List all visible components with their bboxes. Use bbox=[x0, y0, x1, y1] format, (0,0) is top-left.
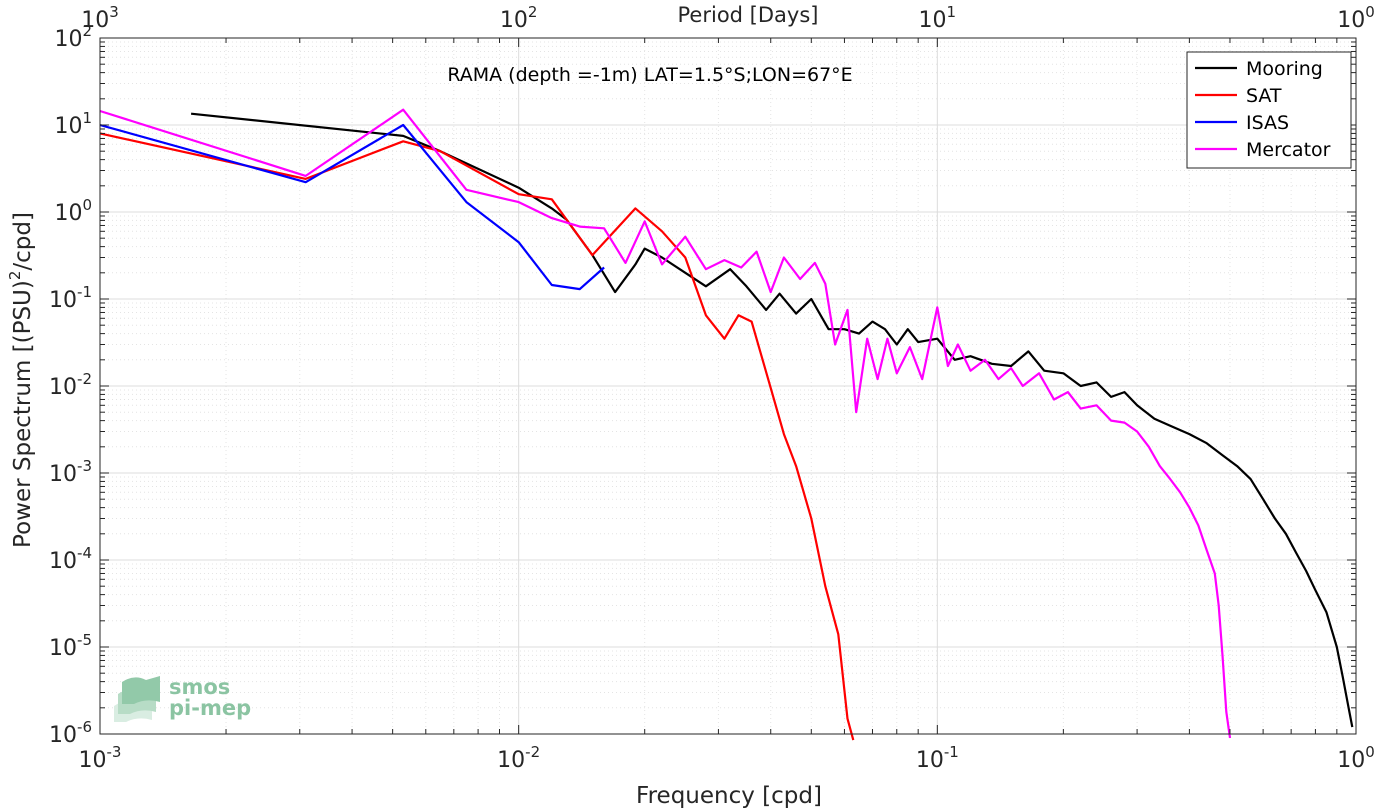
y-axis-title-base: Power Spectrum [(PSU) bbox=[10, 280, 36, 548]
x-tick-label: 10-3 bbox=[79, 743, 122, 773]
x-tick-label: 10-1 bbox=[916, 743, 959, 773]
top-axis-title: Period [Days] bbox=[678, 3, 819, 27]
y-tick-label: 10-1 bbox=[49, 283, 92, 313]
y-tick-label: 10-4 bbox=[49, 544, 92, 574]
y-tick-label: 100 bbox=[54, 196, 92, 226]
tick-marks bbox=[99, 37, 1357, 735]
y-tick-label: 10-3 bbox=[49, 457, 92, 487]
top-tick-label: 101 bbox=[919, 3, 957, 33]
y-tick-label: 10-2 bbox=[49, 370, 92, 400]
y-tick-label: 102 bbox=[54, 22, 92, 52]
y-tick-label: 10-5 bbox=[49, 631, 92, 661]
x-tick-label: 10-2 bbox=[497, 743, 540, 773]
legend-label: Mooring bbox=[1246, 58, 1323, 80]
x-axis-title: Frequency [cpd] bbox=[636, 783, 822, 809]
smos-pimep-logo: smos pi-mep bbox=[114, 675, 251, 722]
legend-label: ISAS bbox=[1246, 112, 1289, 134]
series-line-isas bbox=[99, 123, 605, 291]
chart-title: RAMA (depth =-1m) LAT=1.5°S;LON=67°E bbox=[447, 64, 852, 86]
logo-text-pimep: pi-mep bbox=[169, 696, 251, 720]
logo-text-smos: smos bbox=[169, 675, 230, 699]
y-tick-label: 10-6 bbox=[49, 718, 92, 748]
series-line-sat bbox=[99, 132, 855, 741]
top-tick-label: 102 bbox=[500, 3, 538, 33]
x-tick-label: 100 bbox=[1337, 743, 1375, 773]
logo-mark-icon bbox=[114, 676, 160, 722]
y-axis-title: Power Spectrum [(PSU)2/cpd] bbox=[6, 212, 36, 548]
top-tick-label: 103 bbox=[81, 3, 119, 33]
series-layer bbox=[99, 108, 1354, 741]
legend: Mooring SAT ISAS Mercator bbox=[1186, 51, 1352, 169]
series-line-mercator bbox=[99, 108, 1232, 739]
y-tick-label: 101 bbox=[54, 109, 92, 139]
legend-label: SAT bbox=[1246, 85, 1282, 107]
grid-lines bbox=[99, 37, 1357, 735]
top-tick-label: 100 bbox=[1337, 3, 1375, 33]
y-axis-title-exponent: 2 bbox=[6, 271, 24, 281]
series-line-mooring bbox=[190, 112, 1354, 728]
legend-label: Mercator bbox=[1246, 139, 1331, 161]
y-axis-title-tail: /cpd] bbox=[10, 212, 36, 271]
